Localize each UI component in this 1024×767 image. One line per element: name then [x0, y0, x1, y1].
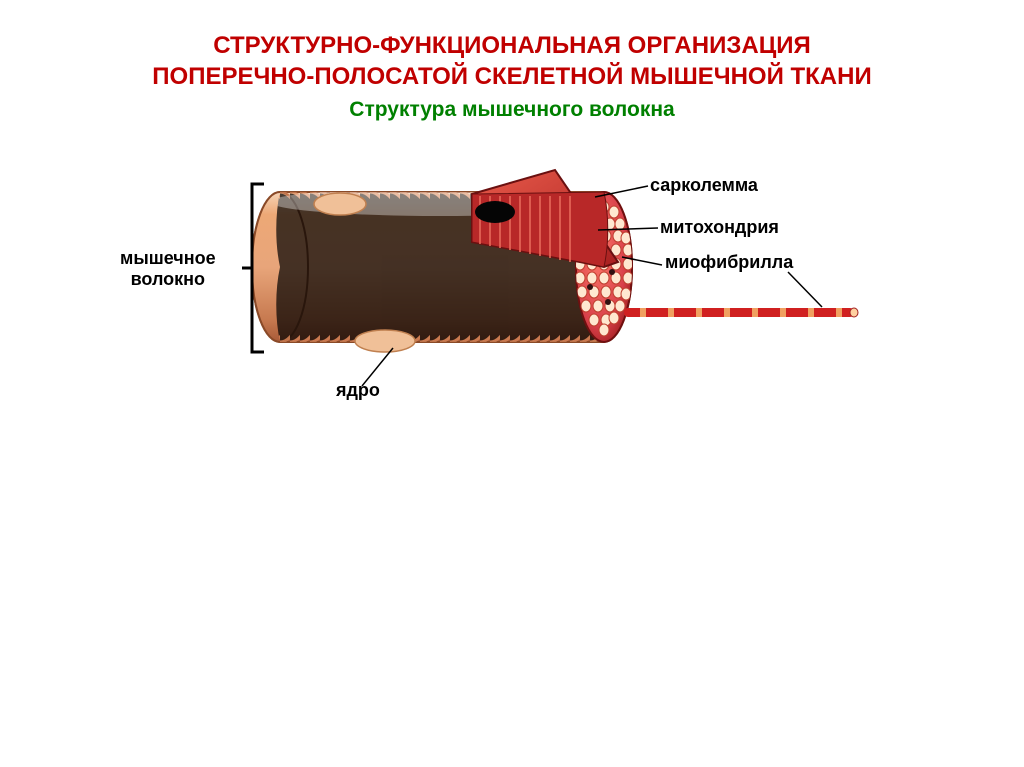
- label-sarkolemma: сарколемма: [650, 175, 758, 196]
- extruded-myofibril: [624, 308, 858, 317]
- diagram-area: мышечное волокно сарколемма митохондрия …: [0, 152, 1024, 702]
- label-muscle-fiber-l2: волокно: [120, 269, 216, 290]
- mitochondrion-shape: [475, 201, 515, 223]
- label-muscle-fiber-l1: мышечное: [120, 248, 216, 269]
- muscle-fiber-illustration: [0, 152, 1024, 552]
- title-line-1: СТРУКТУРНО-ФУНКЦИОНАЛЬНАЯ ОРГАНИЗАЦИЯ: [0, 30, 1024, 61]
- subtitle: Структура мышечного волокна: [0, 98, 1024, 122]
- nucleus-bottom: [355, 330, 415, 352]
- nucleus-top: [314, 193, 366, 215]
- label-mitochondrion: митохондрия: [660, 217, 779, 238]
- label-myofibril: миофибрилла: [665, 252, 793, 273]
- label-muscle-fiber: мышечное волокно: [120, 248, 216, 290]
- label-nucleus: ядро: [336, 380, 380, 401]
- title-block: СТРУКТУРНО-ФУНКЦИОНАЛЬНАЯ ОРГАНИЗАЦИЯ ПО…: [0, 0, 1024, 122]
- title-line-2: ПОПЕРЕЧНО-ПОЛОСАТОЙ СКЕЛЕТНОЙ МЫШЕЧНОЙ Т…: [0, 61, 1024, 92]
